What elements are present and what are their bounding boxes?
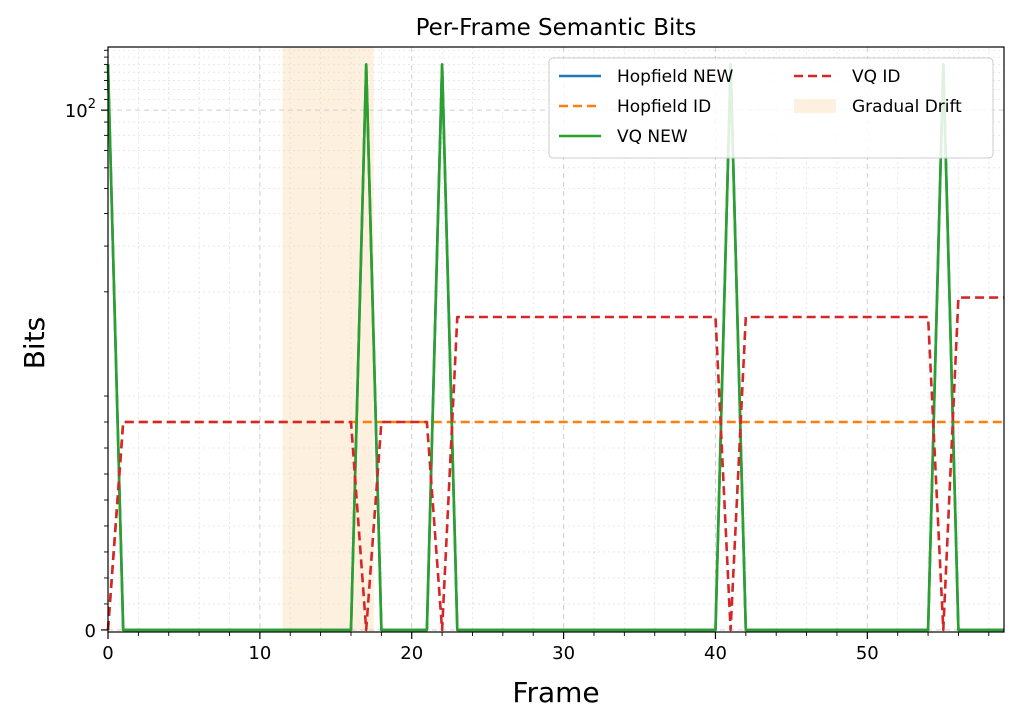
series-line-vq-new: [106, 63, 1004, 632]
legend-label: Hopfield ID: [617, 97, 711, 117]
chart-title: Per-Frame Semantic Bits: [416, 15, 697, 41]
legend-label: Hopfield NEW: [617, 67, 734, 87]
legend-swatch: [794, 99, 836, 113]
x-axis-label: Frame: [512, 676, 599, 709]
legend-label: Gradual Drift: [852, 97, 962, 117]
series-line-vq-id: [106, 296, 1004, 632]
x-tick-label: 10: [248, 643, 271, 664]
plot-frame: [107, 46, 1005, 633]
legend-box: [548, 57, 994, 159]
legend-label: VQ ID: [852, 67, 901, 87]
x-tick-label: 50: [856, 643, 879, 664]
legend-label: VQ NEW: [617, 127, 688, 147]
x-tick-label: 30: [552, 643, 575, 664]
x-tick-label: 0: [102, 643, 113, 664]
x-tick-label: 40: [704, 643, 727, 664]
x-tick-label: 20: [400, 643, 423, 664]
y-axis-label: Bits: [18, 317, 51, 370]
y-tick-label: 0: [85, 621, 96, 642]
legend: Hopfield NEW Hopfield ID VQ NEW VQ ID Gradua…: [548, 57, 994, 159]
y-tick-label: 102: [65, 97, 96, 122]
